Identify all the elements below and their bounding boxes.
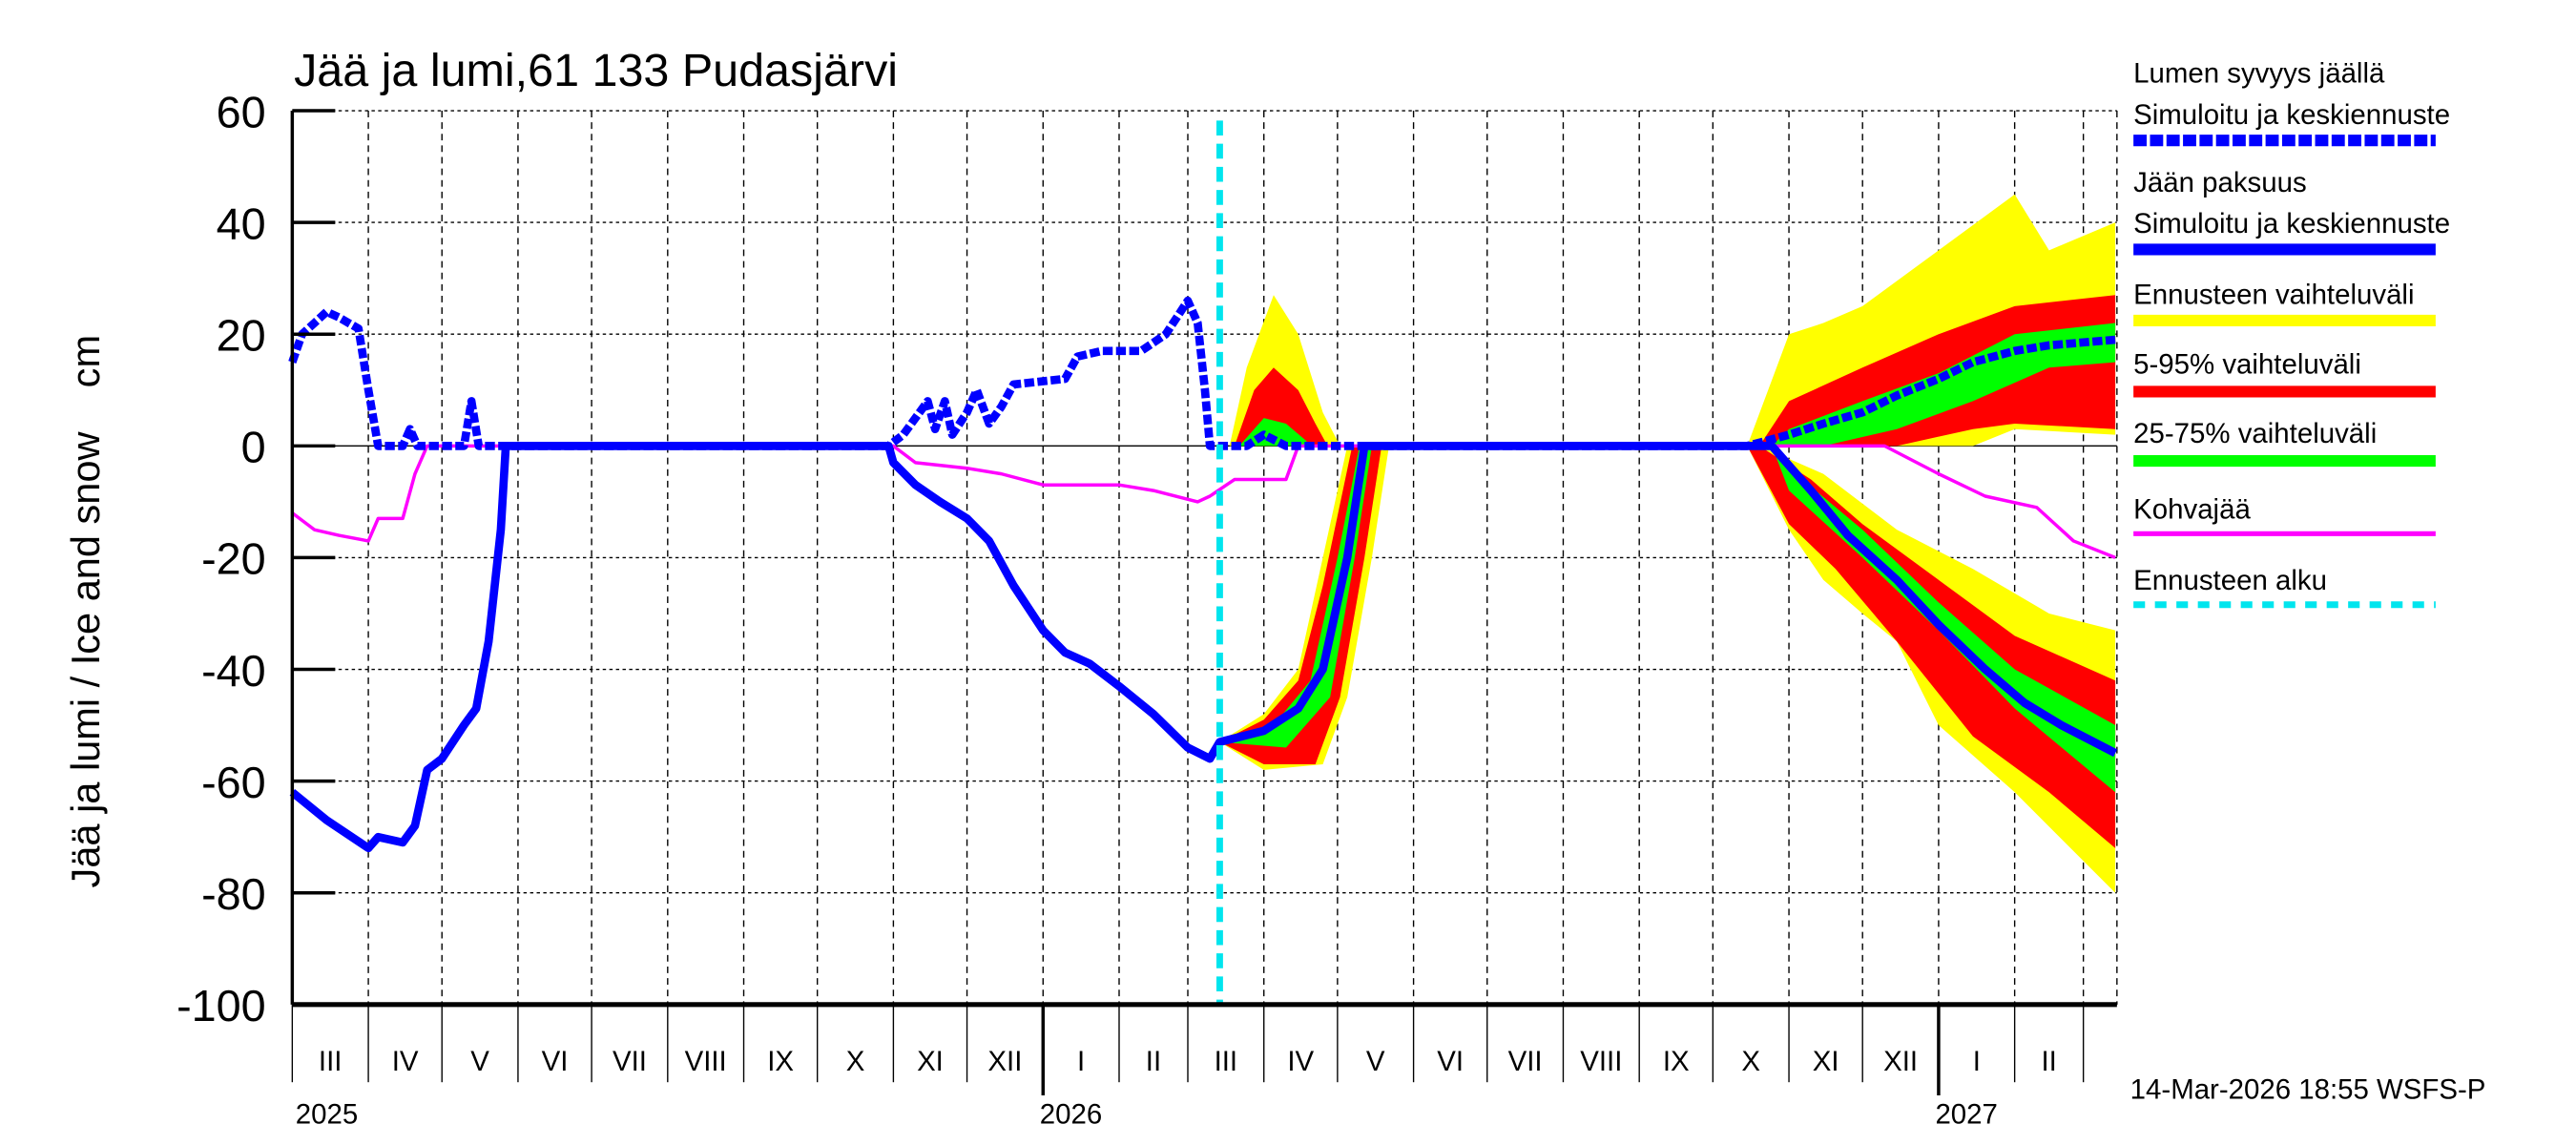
series-ice bbox=[289, 442, 2118, 853]
band-p5-95 bbox=[1747, 446, 2116, 848]
band-p5-95 bbox=[1219, 446, 1382, 765]
y-tick-label: -100 bbox=[177, 981, 266, 1030]
year-label: 2026 bbox=[1040, 1098, 1102, 1130]
forecast-bands bbox=[1219, 194, 2116, 893]
y-tick-label: -20 bbox=[201, 534, 266, 584]
year-label: 2025 bbox=[296, 1098, 358, 1130]
legend-label: 5-95% vaihteluväli bbox=[2133, 348, 2361, 380]
month-label: X bbox=[846, 1046, 865, 1077]
legend-label: Lumen syvyys jäällä bbox=[2133, 58, 2385, 90]
month-label: II bbox=[2041, 1046, 2056, 1077]
month-label: XI bbox=[1813, 1046, 1839, 1077]
month-label: VIII bbox=[1580, 1046, 1622, 1077]
legend-label: Jään paksuus bbox=[2133, 167, 2307, 198]
year-label: 2027 bbox=[1935, 1098, 1997, 1130]
month-label: IX bbox=[767, 1046, 794, 1077]
month-label: IV bbox=[1287, 1046, 1314, 1077]
y-axis-label: Jää ja lumi / Ice and snow cm bbox=[63, 335, 108, 888]
series-lines bbox=[288, 120, 2118, 1005]
series-snow bbox=[288, 296, 2116, 450]
legend-label: Ennusteen vaihteluväli bbox=[2133, 280, 2414, 311]
legend-label: 25-75% vaihteluväli bbox=[2133, 418, 2377, 449]
legend-label: Kohvajää bbox=[2133, 494, 2251, 526]
month-label: XII bbox=[987, 1046, 1022, 1077]
month-label: II bbox=[1146, 1046, 1161, 1077]
y-tick-label: -60 bbox=[201, 758, 266, 807]
band-p25-75 bbox=[1219, 446, 1372, 748]
y-tick-label: 0 bbox=[241, 423, 266, 472]
month-label: X bbox=[1741, 1046, 1760, 1077]
month-label: IV bbox=[392, 1046, 419, 1077]
month-label: III bbox=[319, 1046, 343, 1077]
month-label: XII bbox=[1883, 1046, 1918, 1077]
month-label: III bbox=[1215, 1046, 1238, 1077]
month-label: VII bbox=[613, 1046, 647, 1077]
y-tick-label: 20 bbox=[217, 311, 266, 361]
month-label: I bbox=[1973, 1046, 1981, 1077]
month-label: VI bbox=[542, 1046, 569, 1077]
y-tick-label: 60 bbox=[217, 87, 266, 136]
y-tick-label: -40 bbox=[201, 646, 266, 696]
legend: Lumen syvyys jäällä Simuloitu ja keskienn… bbox=[2133, 58, 2450, 609]
chart-title: Jää ja lumi,61 133 Pudasjärvi bbox=[294, 45, 898, 96]
grid bbox=[292, 110, 2118, 1006]
timestamp: 14-Mar-2026 18:55 WSFS-P bbox=[2130, 1074, 2486, 1106]
month-label: VIII bbox=[685, 1046, 727, 1077]
month-label: V bbox=[470, 1046, 489, 1077]
legend-sublabel: Simuloitu ja keskiennuste bbox=[2133, 208, 2450, 239]
legend-sublabel: Simuloitu ja keskiennuste bbox=[2133, 99, 2450, 131]
month-label: V bbox=[1366, 1046, 1385, 1077]
month-label: IX bbox=[1663, 1046, 1690, 1077]
series-slush bbox=[291, 444, 2116, 560]
y-tick-label: 40 bbox=[217, 198, 266, 248]
month-label: VII bbox=[1508, 1046, 1543, 1077]
month-label: VI bbox=[1437, 1046, 1464, 1077]
y-tick-label: -80 bbox=[201, 869, 266, 919]
legend-label: Ennusteen alku bbox=[2133, 565, 2327, 596]
month-label: XI bbox=[917, 1046, 944, 1077]
month-label: I bbox=[1077, 1046, 1085, 1077]
